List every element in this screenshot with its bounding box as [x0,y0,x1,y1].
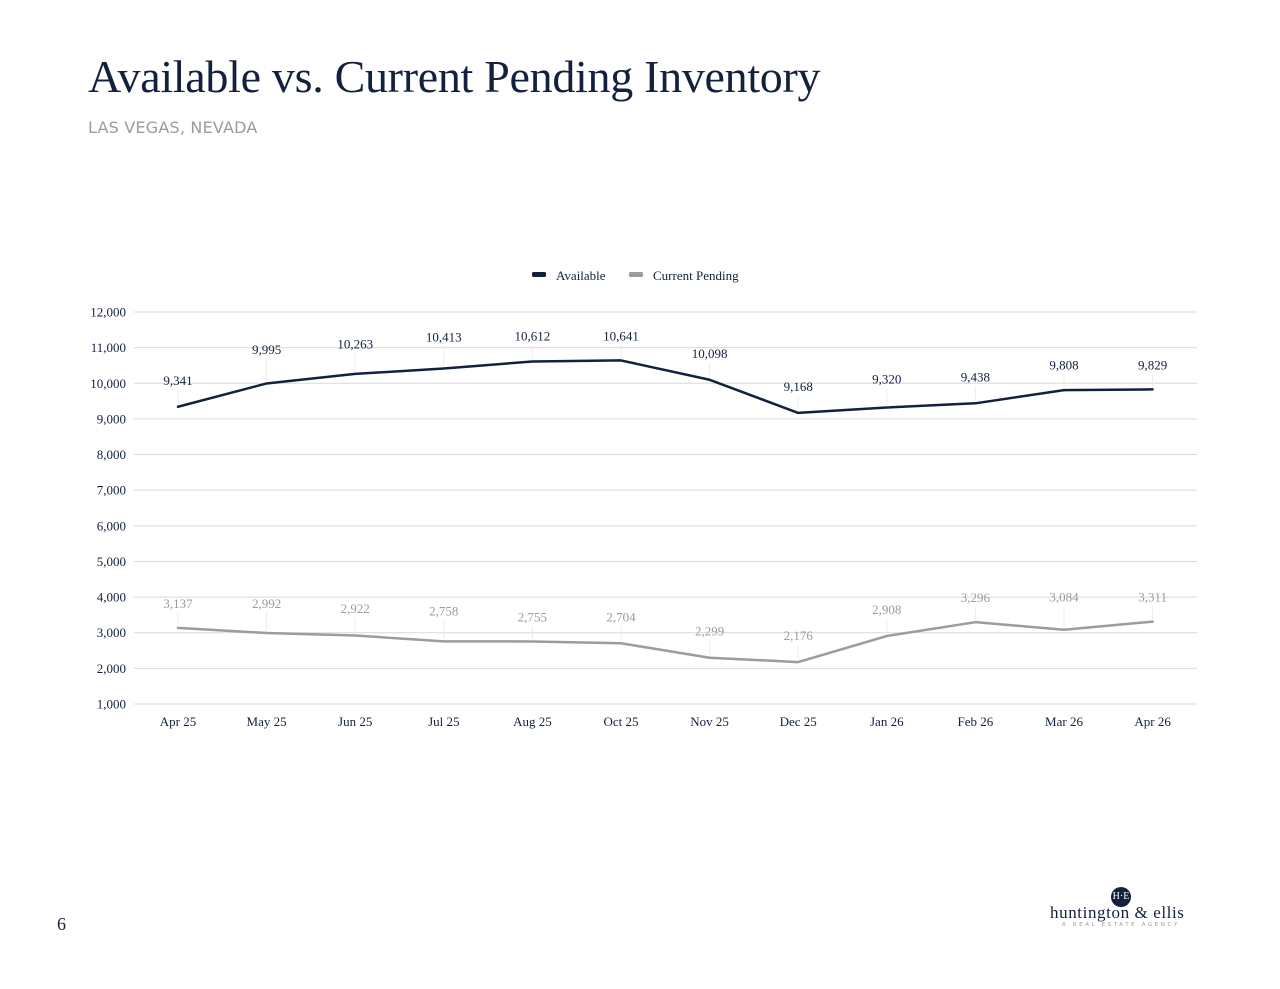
x-tick-label: Jun 25 [338,714,372,729]
x-tick-label: Jul 25 [428,714,459,729]
x-tick-label: May 25 [247,714,287,729]
y-tick-label: 12,000 [90,305,126,320]
logo-tagline: A REAL ESTATE AGENCY [1062,922,1180,928]
x-tick-label: Jan 26 [870,714,904,729]
legend: Available Current Pending [532,268,739,283]
legend-label: Available [556,268,606,283]
x-tick-label: Aug 25 [513,714,552,729]
logo-mark-icon: H·E [1111,887,1131,907]
company-logo: H·E huntington & ellis A REAL ESTATE AGE… [1040,884,1200,934]
x-tick-label: Mar 26 [1045,714,1083,729]
data-label: 3,137 [163,596,193,611]
data-label: 3,296 [961,590,991,605]
y-tick-label: 8,000 [97,447,126,462]
data-label: 9,829 [1138,357,1167,372]
data-label: 2,922 [341,601,370,616]
y-tick-label: 7,000 [97,483,126,498]
data-label: 2,758 [429,604,458,619]
series-group: 9,341 9,995 10,263 10,413 10,612 10,641 10,098… [163,328,1167,664]
legend-swatch-current-pending [629,272,643,277]
data-label: 9,995 [252,342,281,357]
data-label: 10,413 [426,329,462,344]
data-label: 10,641 [603,328,639,343]
y-tick-label: 11,000 [91,340,126,355]
data-label: 9,320 [872,371,901,386]
data-label: 9,438 [961,369,990,384]
data-label: 2,704 [606,609,636,624]
logo-name: huntington & ellis [1050,903,1185,922]
data-label: 10,263 [337,337,373,352]
data-label: 3,311 [1138,590,1167,605]
page-number: 6 [57,914,66,934]
data-label: 2,299 [695,624,724,639]
data-label: 3,084 [1049,590,1079,605]
y-tick-label: 4,000 [97,590,126,605]
data-label: 2,908 [872,602,901,617]
x-tick-label: Oct 25 [603,714,638,729]
y-tick-label: 9,000 [97,411,126,426]
legend-swatch-available [532,272,546,277]
x-tick-label: Apr 26 [1134,714,1171,729]
y-axis: 1,000 2,000 3,000 4,000 5,000 6,000 7,000 8,000… [90,305,126,712]
data-label: 2,176 [784,628,814,643]
y-tick-label: 3,000 [97,625,126,640]
y-tick-label: 10,000 [90,376,126,391]
grid-lines [134,311,1197,705]
series-line-current-pending [176,620,1154,664]
x-axis: Apr 25 May 25 Jun 25 Jul 25 Aug 25 Oct 25 Nov … [160,714,1172,729]
legend-label: Current Pending [653,268,739,283]
series-line-available [176,359,1154,415]
data-label: 9,168 [784,379,813,394]
data-label: 2,992 [252,596,281,611]
y-tick-label: 1,000 [97,697,126,712]
y-tick-label: 6,000 [97,518,126,533]
data-label: 9,808 [1049,357,1078,372]
data-label: 10,098 [692,346,728,361]
x-tick-label: Feb 26 [958,714,994,729]
page-title: Available vs. Current Pending Inventory [88,51,821,102]
x-tick-label: Dec 25 [780,714,817,729]
y-tick-label: 2,000 [97,661,126,676]
data-label: 10,612 [515,328,551,343]
data-label: 2,755 [518,609,547,624]
y-tick-label: 5,000 [97,554,126,569]
data-label: 9,341 [163,373,192,388]
x-tick-label: Apr 25 [160,714,196,729]
page-subtitle: LAS VEGAS, NEVADA [88,118,258,137]
x-tick-label: Nov 25 [690,714,729,729]
